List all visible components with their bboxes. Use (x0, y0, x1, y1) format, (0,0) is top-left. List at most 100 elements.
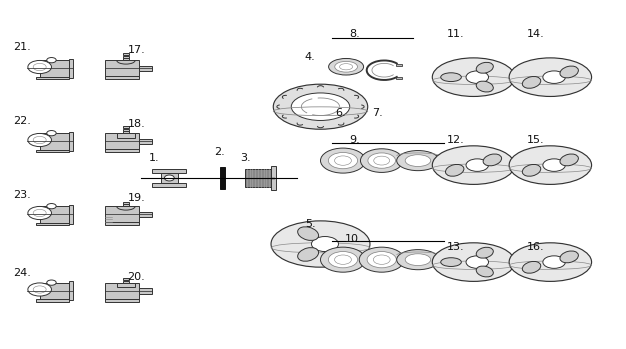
Ellipse shape (397, 250, 439, 270)
Bar (39, 133, 68, 149)
Ellipse shape (329, 153, 357, 169)
Ellipse shape (321, 148, 366, 173)
Ellipse shape (446, 164, 464, 176)
Bar (123, 278, 129, 280)
Bar (105, 283, 139, 299)
Circle shape (543, 159, 565, 171)
Bar (105, 149, 139, 153)
Text: 20.: 20. (128, 272, 145, 282)
Circle shape (47, 131, 56, 136)
Circle shape (312, 237, 339, 252)
Ellipse shape (441, 73, 461, 82)
Ellipse shape (367, 252, 396, 268)
Bar (245, 169, 270, 187)
Ellipse shape (298, 227, 319, 240)
Circle shape (466, 71, 488, 83)
Circle shape (47, 58, 56, 63)
Ellipse shape (374, 156, 389, 165)
Bar (161, 172, 178, 184)
Ellipse shape (329, 252, 357, 268)
Circle shape (28, 283, 51, 296)
Bar (139, 288, 152, 294)
Text: 11.: 11. (448, 29, 465, 38)
Ellipse shape (373, 255, 390, 264)
Ellipse shape (334, 255, 351, 264)
Ellipse shape (560, 154, 578, 166)
Bar (105, 207, 139, 223)
Bar (123, 204, 129, 207)
Text: 10.: 10. (345, 233, 362, 244)
Bar (36, 299, 68, 302)
Circle shape (28, 60, 51, 74)
Bar (123, 58, 129, 60)
Text: 13.: 13. (448, 242, 465, 252)
Bar (36, 223, 68, 225)
Circle shape (47, 280, 56, 285)
Circle shape (543, 71, 565, 83)
Text: 22.: 22. (13, 116, 31, 126)
Ellipse shape (334, 156, 351, 165)
Ellipse shape (476, 247, 493, 258)
Ellipse shape (433, 243, 515, 281)
Text: 16.: 16. (526, 242, 544, 252)
Bar (396, 65, 403, 66)
Ellipse shape (433, 146, 515, 184)
Bar (39, 60, 68, 76)
Bar (123, 281, 129, 283)
Bar (139, 139, 152, 144)
Bar (153, 184, 186, 187)
Ellipse shape (522, 261, 541, 273)
Bar (220, 167, 225, 188)
Bar (123, 131, 129, 133)
Ellipse shape (476, 266, 493, 277)
Ellipse shape (335, 61, 357, 72)
Text: 2.: 2. (214, 147, 225, 157)
Bar (153, 169, 186, 172)
Bar (36, 76, 68, 80)
Ellipse shape (368, 153, 396, 168)
Ellipse shape (291, 93, 350, 120)
Circle shape (28, 207, 51, 220)
Ellipse shape (271, 221, 370, 267)
Bar (270, 166, 276, 190)
Ellipse shape (560, 66, 578, 78)
Text: 7.: 7. (372, 109, 383, 118)
Bar (68, 281, 73, 300)
Bar (139, 212, 152, 217)
Bar (105, 133, 139, 149)
Text: 6.: 6. (336, 109, 346, 118)
Text: 24.: 24. (13, 268, 31, 278)
Bar (68, 59, 73, 78)
Bar (123, 55, 129, 58)
Circle shape (47, 203, 56, 209)
Text: 3.: 3. (240, 153, 251, 163)
Ellipse shape (476, 81, 493, 92)
Ellipse shape (476, 62, 493, 73)
Ellipse shape (405, 254, 431, 266)
Bar (105, 222, 139, 225)
Text: 23.: 23. (13, 190, 31, 200)
Circle shape (466, 159, 488, 171)
Text: 9.: 9. (349, 135, 360, 145)
Ellipse shape (329, 59, 364, 75)
Bar (68, 205, 73, 224)
Ellipse shape (361, 149, 403, 172)
Text: 5.: 5. (305, 219, 316, 229)
Ellipse shape (560, 251, 578, 263)
Bar (396, 77, 403, 79)
Ellipse shape (522, 76, 541, 88)
Bar (123, 202, 129, 204)
Bar (105, 76, 139, 80)
Ellipse shape (433, 58, 515, 96)
Bar (39, 283, 68, 299)
Ellipse shape (359, 247, 404, 272)
Text: 15.: 15. (526, 135, 544, 145)
Ellipse shape (298, 247, 319, 261)
Ellipse shape (509, 146, 592, 184)
Circle shape (33, 64, 46, 70)
Bar (39, 207, 68, 223)
Ellipse shape (274, 84, 367, 129)
Text: 1.: 1. (149, 153, 160, 163)
Ellipse shape (483, 154, 501, 166)
Text: 19.: 19. (128, 193, 145, 202)
